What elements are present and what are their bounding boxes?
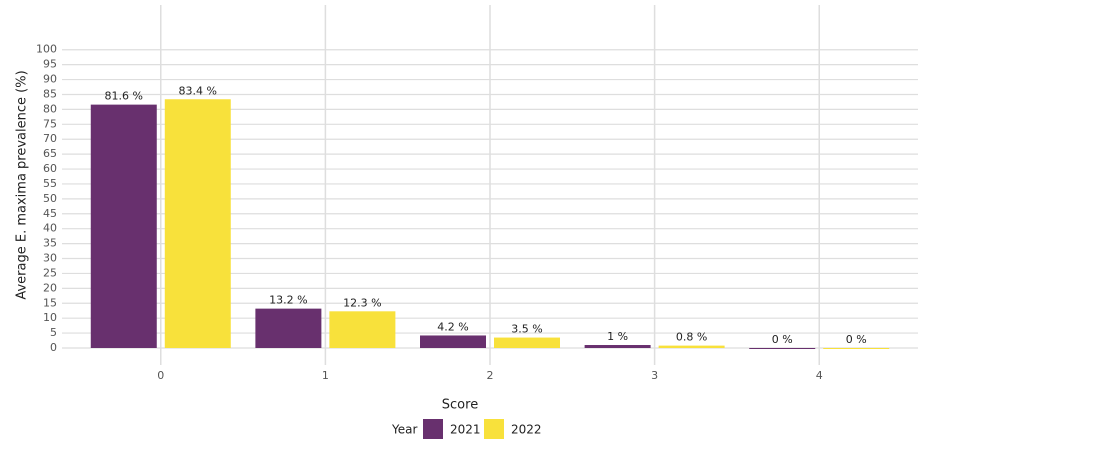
y-tick-label: 40 bbox=[43, 222, 57, 235]
x-tick-label: 2 bbox=[487, 369, 494, 382]
bar bbox=[584, 345, 651, 348]
y-tick-label: 10 bbox=[43, 311, 57, 324]
value-label: 1 % bbox=[607, 330, 628, 343]
legend-title: Year bbox=[391, 423, 417, 437]
legend-label: 2022 bbox=[511, 423, 542, 437]
bar bbox=[164, 99, 231, 348]
y-tick-label: 60 bbox=[43, 162, 57, 175]
x-tick-label: 0 bbox=[157, 369, 164, 382]
y-tick-label: 70 bbox=[43, 132, 57, 145]
y-tick-label: 5 bbox=[50, 326, 57, 339]
value-label: 12.3 % bbox=[343, 296, 381, 309]
y-tick-label: 95 bbox=[43, 58, 57, 71]
bar bbox=[494, 337, 560, 348]
value-label: 83.4 % bbox=[179, 84, 217, 97]
y-tick-label: 85 bbox=[43, 87, 57, 100]
y-tick-label: 80 bbox=[43, 102, 57, 115]
y-tick-label: 15 bbox=[43, 296, 57, 309]
value-label: 0 % bbox=[846, 333, 867, 346]
y-tick-label: 35 bbox=[43, 237, 57, 250]
y-tick-label: 45 bbox=[43, 207, 57, 220]
y-tick-label: 30 bbox=[43, 252, 57, 265]
y-tick-label: 55 bbox=[43, 177, 57, 190]
bar bbox=[749, 347, 816, 349]
bar bbox=[329, 311, 396, 348]
legend-label: 2021 bbox=[450, 423, 481, 437]
x-tick-label: 4 bbox=[816, 369, 823, 382]
legend-swatch bbox=[484, 419, 504, 439]
value-label: 3.5 % bbox=[511, 323, 542, 336]
value-label: 13.2 % bbox=[269, 294, 307, 307]
bar bbox=[90, 104, 157, 348]
bar bbox=[823, 347, 890, 349]
y-tick-label: 65 bbox=[43, 147, 57, 160]
y-tick-label: 75 bbox=[43, 117, 57, 130]
y-tick-label: 100 bbox=[36, 43, 57, 56]
bar bbox=[255, 308, 322, 348]
y-tick-label: 50 bbox=[43, 192, 57, 205]
y-axis-title: Average E. maxima prevalence (%) bbox=[15, 70, 30, 299]
value-label: 0.8 % bbox=[676, 331, 707, 344]
bar bbox=[420, 335, 486, 348]
y-tick-label: 0 bbox=[50, 341, 57, 354]
bar bbox=[658, 345, 725, 348]
x-tick-label: 1 bbox=[322, 369, 329, 382]
y-tick-label: 20 bbox=[43, 281, 57, 294]
x-axis-title: Score bbox=[442, 398, 478, 413]
y-tick-label: 25 bbox=[43, 266, 57, 279]
x-tick-label: 3 bbox=[651, 369, 658, 382]
legend-swatch bbox=[423, 419, 443, 439]
value-label: 81.6 % bbox=[105, 90, 143, 103]
value-label: 4.2 % bbox=[437, 320, 468, 333]
y-tick-label: 90 bbox=[43, 73, 57, 86]
value-label: 0 % bbox=[772, 333, 793, 346]
